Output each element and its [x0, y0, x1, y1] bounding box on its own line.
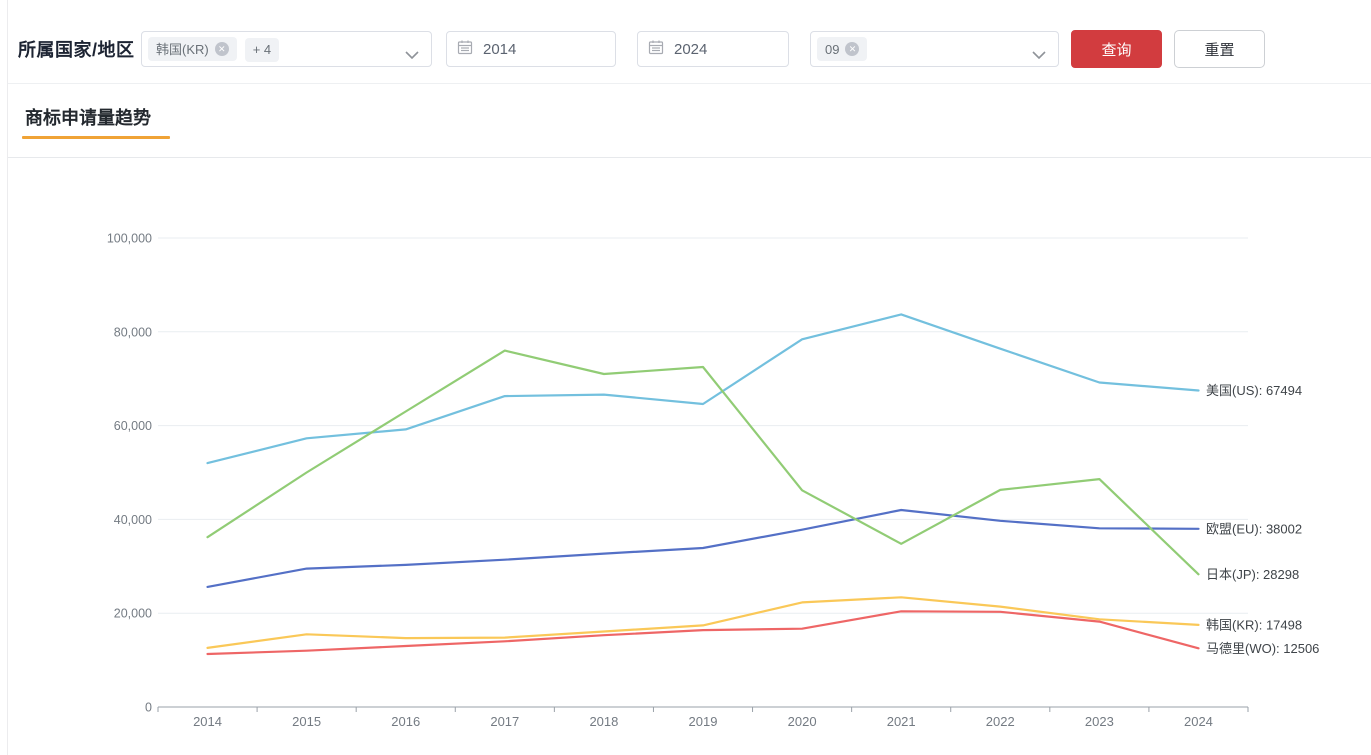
filter-bar-divider	[8, 83, 1371, 84]
class-select[interactable]: 09 ✕	[810, 31, 1059, 67]
x-axis-tick-label: 2016	[391, 714, 420, 729]
year-from-value[interactable]	[481, 39, 605, 59]
series-end-label: 日本(JP): 28298	[1206, 567, 1299, 582]
series-end-label: 美国(US): 67494	[1206, 383, 1302, 398]
year-from-input[interactable]	[446, 31, 616, 67]
class-select-tags: 09 ✕	[817, 37, 875, 61]
section-divider	[8, 157, 1371, 158]
country-select-tags: 韩国(KR) ✕ + 4	[148, 36, 287, 62]
y-axis-tick-label: 0	[145, 701, 152, 715]
x-axis-tick-label: 2023	[1085, 714, 1114, 729]
x-axis-tick-label: 2015	[292, 714, 321, 729]
chevron-down-icon[interactable]	[405, 46, 419, 64]
x-axis-tick-label: 2020	[788, 714, 817, 729]
x-axis-tick-label: 2024	[1184, 714, 1213, 729]
section-title: 商标申请量趋势	[25, 108, 151, 128]
y-axis-tick-label: 20,000	[114, 607, 152, 621]
series-line-欧盟(EU)[interactable]	[206, 508, 1200, 589]
chevron-down-icon[interactable]	[1032, 46, 1046, 64]
series-end-label: 韩国(KR): 17498	[1206, 617, 1302, 632]
calendar-icon	[457, 39, 473, 60]
selected-tag-label: 09	[825, 41, 840, 57]
year-to-input[interactable]	[637, 31, 789, 67]
year-to-value[interactable]	[672, 39, 778, 59]
selected-tag-label: 韩国(KR)	[156, 42, 209, 57]
y-axis-tick-label: 60,000	[114, 419, 152, 433]
section-title-underline	[22, 136, 170, 139]
calendar-icon	[648, 39, 664, 60]
series-line-马德里(WO)[interactable]	[206, 610, 1200, 656]
y-axis-tick-label: 80,000	[114, 325, 152, 339]
selected-tag[interactable]: + 4	[244, 37, 280, 62]
selected-tag-label: + 4	[252, 42, 272, 57]
x-axis-tick-label: 2021	[887, 714, 916, 729]
x-axis-tick-label: 2022	[986, 714, 1015, 729]
series-line-日本(JP)[interactable]	[206, 349, 1200, 576]
country-filter-label: 所属国家/地区	[18, 40, 135, 60]
tag-close-icon[interactable]: ✕	[845, 42, 860, 56]
series-line-韩国(KR)[interactable]	[206, 596, 1200, 650]
x-axis-tick-label: 2019	[689, 714, 718, 729]
left-edge-divider	[7, 0, 8, 755]
tag-close-icon[interactable]: ✕	[214, 41, 229, 56]
reset-button[interactable]: 重置	[1174, 30, 1265, 68]
series-end-label: 欧盟(EU): 38002	[1206, 521, 1302, 536]
selected-tag[interactable]: 韩国(KR) ✕	[148, 36, 237, 61]
y-axis-tick-label: 100,000	[107, 232, 152, 246]
y-axis-tick-label: 40,000	[114, 513, 152, 527]
x-axis-tick-label: 2017	[490, 714, 519, 729]
country-select[interactable]: 韩国(KR) ✕ + 4	[141, 31, 432, 67]
query-button[interactable]: 查询	[1071, 30, 1162, 68]
selected-tag[interactable]: 09 ✕	[817, 37, 868, 61]
x-axis-tick-label: 2014	[193, 714, 222, 729]
series-end-label: 马德里(WO): 12506	[1206, 641, 1319, 656]
x-axis-tick-label: 2018	[589, 714, 618, 729]
